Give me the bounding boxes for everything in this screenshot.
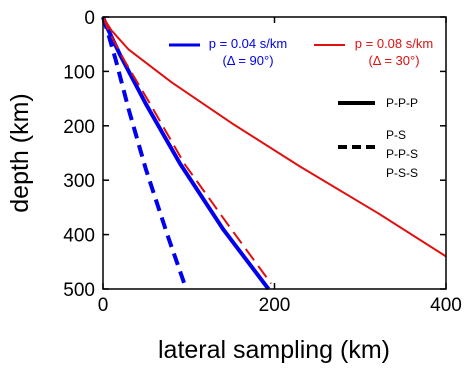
- y-tick-label-0: 0: [84, 8, 95, 29]
- y-tick-label-2: 200: [63, 117, 95, 138]
- plot-area: [103, 17, 446, 289]
- annotation-red: p = 0.08 s/km (Δ = 30°): [314, 36, 433, 68]
- annotation-red-line2: (Δ = 30°): [368, 53, 419, 68]
- annotation-blue-line1: p = 0.04 s/km: [209, 36, 287, 51]
- x-tick-label-2: 400: [430, 295, 462, 316]
- legend-dashed-label-3: P-S-S: [386, 166, 418, 180]
- x-axis-label: lateral sampling (km): [158, 336, 390, 364]
- y-tick-label-3: 300: [63, 171, 95, 192]
- annotation-blue: p = 0.04 s/km (Δ = 90°): [169, 36, 287, 68]
- ticks-layer: 0 200 400 0 100 200 300 400 500: [63, 8, 462, 316]
- series-layer: [101, 16, 447, 291]
- series-line-1: [101, 16, 189, 290]
- legend: P-P-P P-S P-P-S P-S-S: [338, 96, 418, 180]
- series-line-3: [102, 16, 272, 285]
- legend-solid-label: P-P-P: [386, 96, 418, 110]
- legend-dashed-label-1: P-S: [386, 128, 406, 142]
- y-tick-label-1: 100: [63, 62, 95, 83]
- y-tick-label-5: 500: [63, 280, 95, 301]
- plot-background: [103, 17, 446, 289]
- series-line-2: [102, 16, 447, 258]
- annotation-red-line1: p = 0.08 s/km: [355, 36, 433, 51]
- x-tick-label-1: 200: [259, 295, 291, 316]
- x-tick-label-0: 0: [98, 295, 109, 316]
- y-tick-label-4: 400: [63, 226, 95, 247]
- annotation-blue-line2: (Δ = 90°): [222, 53, 273, 68]
- legend-dashed-label-2: P-P-S: [386, 147, 418, 161]
- y-axis-label: depth (km): [6, 93, 34, 212]
